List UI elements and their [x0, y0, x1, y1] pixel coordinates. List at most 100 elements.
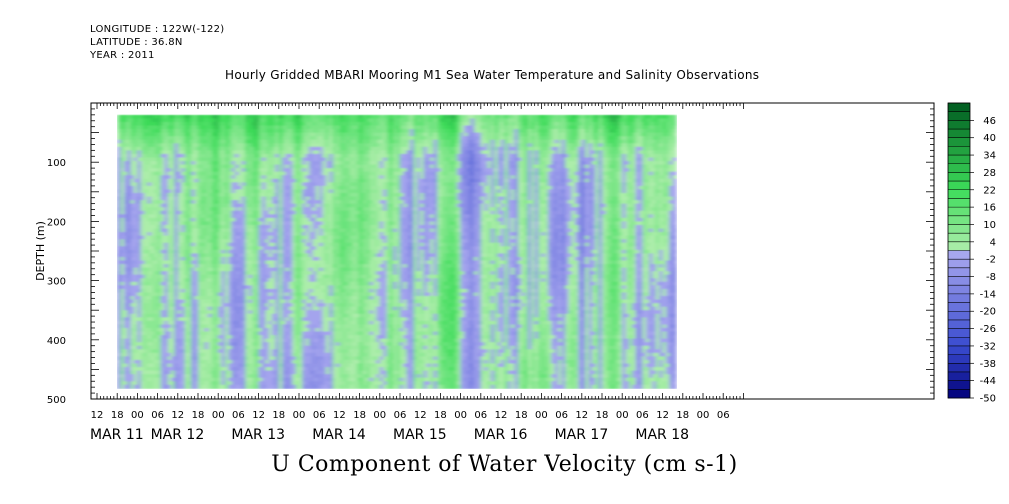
heatmap-cell [231, 121, 236, 127]
heatmap-cell [214, 217, 219, 222]
heatmap-cell [154, 264, 159, 269]
heatmap-cell [214, 292, 219, 297]
heatmap-cell [241, 274, 246, 279]
heatmap-cell [208, 384, 213, 389]
heatmap-cell [144, 274, 149, 279]
heatmap-cell [140, 324, 145, 329]
heatmap-cell [181, 363, 186, 368]
heatmap-cell [235, 356, 239, 361]
heatmap-cell [238, 143, 243, 148]
heatmap-cell [204, 299, 209, 304]
heatmap-cell [208, 232, 213, 237]
heatmap-cell [238, 295, 243, 301]
heatmap-cell [248, 381, 253, 386]
heatmap-cell [154, 143, 159, 148]
heatmap-cell [120, 168, 125, 173]
heatmap-cell [137, 335, 142, 340]
heatmap-cell [174, 136, 179, 141]
heatmap-cell [154, 200, 159, 205]
heatmap-cell [231, 157, 236, 162]
heatmap-cell [117, 363, 122, 368]
heatmap-cell [174, 242, 179, 247]
heatmap-cell [164, 118, 169, 123]
heatmap-cell [208, 249, 213, 254]
heatmap-cell [177, 171, 182, 176]
heatmap-cell [137, 196, 142, 201]
heatmap-cell [187, 196, 192, 201]
heatmap-cell [211, 221, 216, 226]
heatmap-cell [134, 377, 138, 382]
heatmap-cell [211, 278, 216, 283]
heatmap-cell [245, 317, 250, 322]
heatmap-cell [127, 249, 132, 254]
heatmap-cell [251, 299, 256, 304]
heatmap-cell [194, 331, 199, 336]
heatmap-cell [167, 182, 172, 187]
heatmap-cell [184, 242, 189, 247]
heatmap-cell [245, 295, 250, 301]
heatmap-cell [235, 153, 239, 159]
heatmap-cell [214, 143, 219, 148]
heatmap-cell [218, 335, 223, 340]
heatmap-cell [238, 224, 243, 230]
heatmap-cell [134, 182, 138, 187]
heatmap-cell [208, 182, 213, 187]
heatmap-cell [208, 217, 213, 222]
heatmap-cell [147, 232, 152, 237]
heatmap-cell [228, 335, 233, 340]
heatmap-cell [198, 189, 202, 194]
heatmap-cell [154, 271, 159, 276]
heatmap-cell [177, 260, 182, 265]
heatmap-cell [150, 338, 155, 343]
heatmap-cell [238, 207, 243, 212]
heatmap-cell [171, 356, 176, 361]
heatmap-cell [218, 153, 223, 159]
heatmap-cell [127, 281, 132, 286]
heatmap-cell [245, 239, 250, 244]
heatmap-cell [147, 310, 152, 315]
heatmap-cell [187, 136, 192, 141]
heatmap-cell [228, 271, 233, 276]
heatmap-cell [214, 384, 219, 389]
heatmap-cell [174, 256, 179, 262]
heatmap-cell [208, 136, 213, 141]
heatmap-cell [241, 331, 246, 336]
heatmap-cell [224, 313, 229, 318]
heatmap-cell [154, 207, 159, 212]
heatmap-cell [211, 178, 216, 183]
heatmap-cell [187, 335, 192, 340]
heatmap-cell [187, 235, 192, 240]
heatmap-cell [248, 327, 253, 333]
heatmap-cell [147, 384, 152, 389]
heatmap-cell [238, 146, 243, 151]
heatmap-cell [137, 253, 142, 258]
heatmap-cell [177, 125, 182, 130]
heatmap-cell [235, 164, 239, 169]
heatmap-cell [221, 224, 226, 230]
heatmap-cell [218, 324, 223, 329]
heatmap-cell [245, 310, 250, 315]
heatmap-cell [150, 345, 155, 350]
heatmap-cell [201, 171, 206, 176]
heatmap-cell [137, 214, 142, 219]
heatmap-cell [231, 342, 236, 347]
heatmap-cell [137, 203, 142, 208]
heatmap-cell [251, 331, 256, 336]
heatmap-cell [144, 171, 149, 176]
heatmap-cell [120, 121, 125, 127]
heatmap-cell [221, 189, 226, 194]
heatmap-cell [130, 118, 135, 123]
heatmap-cell [238, 324, 243, 329]
heatmap-cell [123, 352, 128, 357]
heatmap-cell [177, 264, 182, 269]
heatmap-cell [127, 185, 132, 191]
heatmap-cell [221, 171, 226, 176]
heatmap-cell [160, 224, 165, 230]
heatmap-cell [171, 310, 176, 315]
heatmap-cell [224, 359, 229, 365]
heatmap-cell [204, 235, 209, 240]
heatmap-cell [164, 384, 169, 389]
heatmap-cell [228, 114, 233, 119]
heatmap-cell [198, 299, 202, 304]
heatmap-cell [140, 260, 145, 265]
